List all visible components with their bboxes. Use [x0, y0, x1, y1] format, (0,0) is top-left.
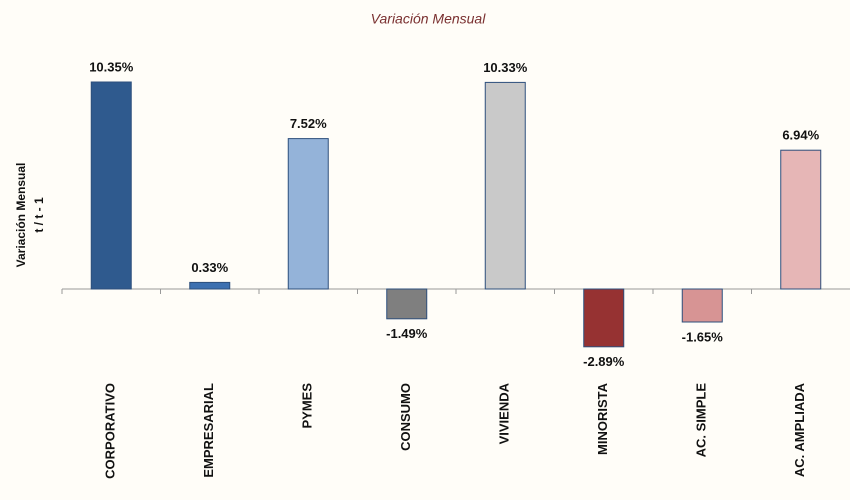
bar: [485, 82, 525, 289]
y-axis-label: Variación Mensual: [14, 163, 28, 268]
y-axis-label: t / t - 1: [32, 197, 46, 233]
bar: [288, 139, 328, 289]
x-tick-label: VIVIENDA: [497, 382, 512, 444]
bar: [682, 289, 722, 322]
value-label: -2.89%: [583, 354, 625, 369]
x-tick-label: AC. AMPLIADA: [792, 382, 807, 477]
value-label: 0.33%: [191, 260, 228, 275]
x-tick-label: PYMES: [300, 383, 315, 429]
value-label: 6.94%: [782, 128, 819, 143]
chart-title: Variación Mensual: [371, 11, 487, 27]
bar: [781, 150, 821, 289]
x-tick-label: CONSUMO: [398, 383, 413, 451]
value-label: -1.65%: [682, 329, 724, 344]
bar: [387, 289, 427, 319]
bar: [584, 289, 624, 347]
value-label: -1.49%: [386, 326, 428, 341]
chart: Variación Mensual Variación Mensual t / …: [0, 0, 850, 500]
x-tick-label: MINORISTA: [595, 382, 610, 455]
x-tick-label: CORPORATIVO: [103, 383, 118, 479]
value-label: 10.35%: [89, 59, 134, 74]
value-label: 7.52%: [290, 116, 327, 131]
value-label: 10.33%: [483, 60, 528, 75]
bar: [91, 82, 131, 289]
x-tick-label: AC. SIMPLE: [694, 383, 709, 458]
x-tick-label: EMPRESARIAL: [201, 383, 216, 478]
bar: [190, 282, 230, 289]
